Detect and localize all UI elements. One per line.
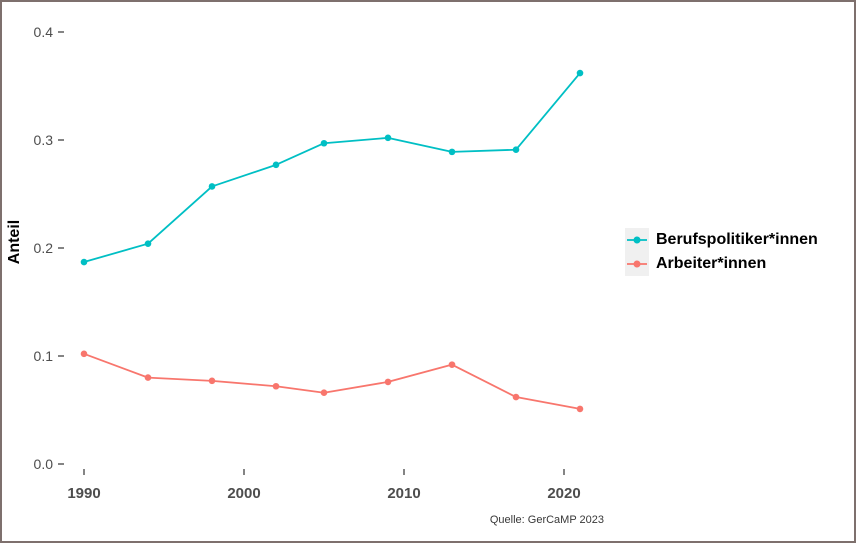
y-tick-label: 0.2 [34,240,54,256]
data-point [80,258,88,266]
data-point [384,134,392,142]
data-point [272,161,280,169]
data-point [272,382,280,390]
data-point [144,240,152,247]
data-point [208,377,216,385]
legend: Berufspolitiker*innen Arbeiter*innen [625,228,818,276]
data-point [448,148,456,156]
x-tick-label: 2000 [227,485,260,502]
legend-key-icon [625,252,649,276]
data-point [384,378,392,386]
series-line [83,72,581,263]
legend-item-label: Berufspolitiker*innen [656,231,818,248]
y-tick-label: 0.3 [34,132,54,148]
legend-item: Berufspolitiker*innen [625,228,818,252]
y-tick-label: 0.1 [34,348,54,364]
data-point [320,389,328,397]
x-tick-label: 2010 [387,485,420,502]
data-point [144,374,152,381]
data-point [512,146,520,154]
data-point [512,393,520,401]
source-caption: Quelle: GerCaMP 2023 [489,514,604,526]
data-point [448,361,456,368]
legend-item-label: Arbeiter*innen [656,255,767,272]
data-point [320,139,328,147]
y-tick-label: 0.0 [34,456,54,472]
y-tick-label: 0.4 [34,24,54,40]
x-tick-label: 1990 [67,485,100,502]
legend-key-icon [625,228,649,252]
legend-item: Arbeiter*innen [625,252,818,276]
data-point [80,350,88,358]
data-point [576,405,584,413]
series-line [83,352,581,410]
data-point [576,69,584,77]
x-tick-label: 2020 [547,485,580,502]
data-point [208,183,216,190]
